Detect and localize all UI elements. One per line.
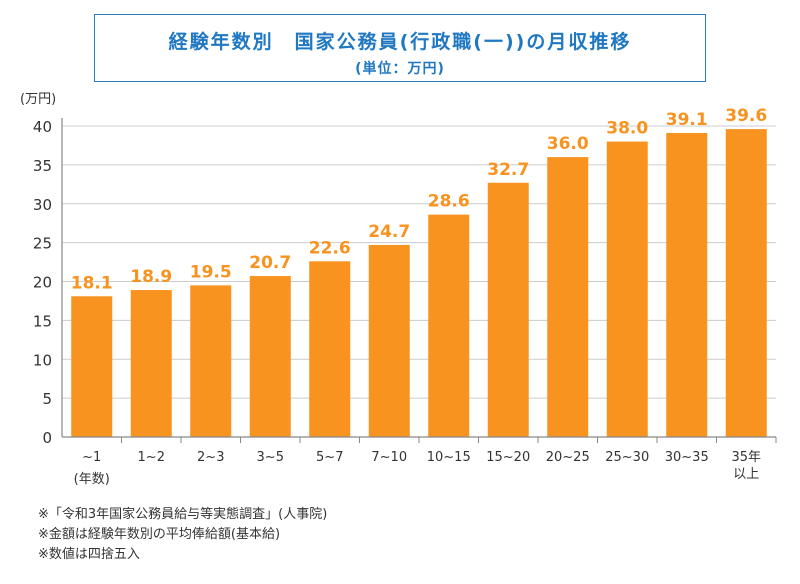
bar — [725, 129, 767, 438]
x-tick-label: 30~35 — [665, 450, 709, 465]
data-label: 32.7 — [487, 160, 529, 180]
y-tick-label: 35 — [33, 157, 52, 175]
bar — [487, 182, 529, 437]
bar — [666, 132, 708, 437]
data-label: 39.6 — [725, 106, 767, 126]
footnote-source: ※「令和3年国家公務員給与等実態調査」(人事院) — [38, 507, 328, 522]
y-tick-label: 10 — [33, 351, 52, 369]
data-label: 36.0 — [547, 134, 589, 154]
bar — [309, 261, 351, 437]
data-label: 28.6 — [428, 192, 470, 212]
footnote-amount: ※金額は経験年数別の平均俸給額(基本給) — [38, 527, 281, 542]
x-tick-label: ~1 — [82, 450, 101, 465]
x-tick-label: 3~5 — [257, 450, 284, 465]
data-label: 18.9 — [130, 267, 172, 287]
x-axis-label: (年数) — [74, 472, 110, 487]
bar — [606, 141, 648, 438]
x-tick-label: 10~15 — [427, 450, 471, 465]
bar-chart: 0 5 10 15 20 25 30 35 40 (万円) 18.1 ~1 18.9 1~2 19.5 2~3… — [20, 92, 777, 487]
y-axis-label: (万円) — [20, 92, 56, 107]
data-label: 38.0 — [606, 119, 648, 139]
bar — [428, 214, 470, 437]
data-label: 24.7 — [368, 222, 410, 242]
footnotes: ※「令和3年国家公務員給与等実態調査」(人事院) ※金額は経験年数別の平均俸給額… — [38, 505, 327, 565]
x-tick-label: 7~10 — [371, 450, 407, 465]
y-tick-label: 5 — [42, 390, 52, 408]
x-tick-label: 2~3 — [197, 450, 224, 465]
data-label: 18.1 — [71, 273, 113, 293]
x-tick-label: 25~30 — [605, 450, 649, 465]
data-label: 19.5 — [190, 262, 232, 282]
bar — [190, 285, 232, 437]
bar — [130, 290, 172, 437]
x-tick-label: 15~20 — [486, 450, 530, 465]
x-tick-label: 以上 — [733, 467, 759, 482]
x-tick-label: 1~2 — [138, 450, 165, 465]
y-tick-label: 15 — [33, 312, 52, 330]
bar — [71, 296, 113, 437]
x-tick-label: 20~25 — [546, 450, 590, 465]
data-label: 20.7 — [249, 253, 291, 273]
data-label: 22.6 — [309, 238, 351, 258]
x-tick-label: 35年 — [731, 450, 761, 465]
bar — [249, 276, 291, 437]
y-tick-label: 0 — [42, 429, 52, 447]
y-tick-label: 20 — [33, 274, 52, 292]
data-label: 39.1 — [666, 110, 708, 130]
chart-title: 経験年数別 国家公務員(行政職(一))の月収推移 — [168, 31, 632, 53]
bar — [368, 244, 410, 437]
chart-subtitle: (単位：万円) — [355, 61, 445, 77]
bar — [547, 157, 589, 437]
y-tick-label: 30 — [33, 196, 52, 214]
x-tick-label: 5~7 — [316, 450, 343, 465]
chart-title-box: 経験年数別 国家公務員(行政職(一))の月収推移 (単位：万円) — [94, 14, 706, 82]
y-tick-label: 25 — [33, 235, 52, 253]
footnote-rounding: ※数値は四捨五入 — [38, 547, 140, 562]
y-tick-label: 40 — [33, 118, 52, 136]
